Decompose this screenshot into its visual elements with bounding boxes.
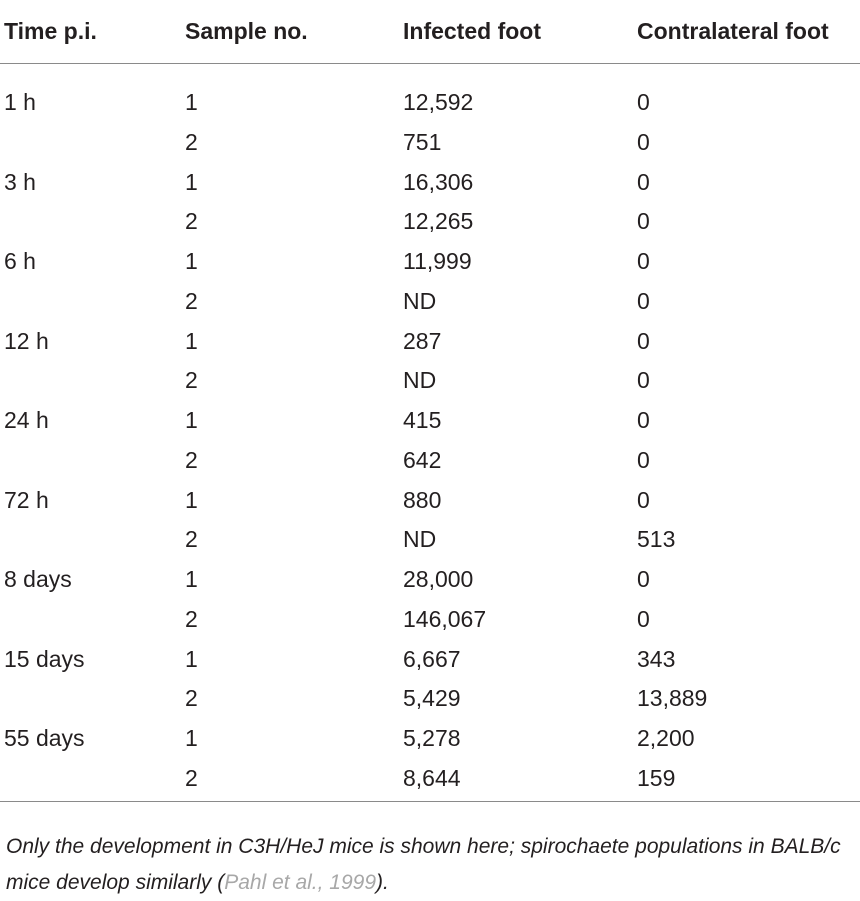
data-table: Time p.i. Sample no. Infected foot Contr… xyxy=(0,0,860,802)
cell-sample: 2 xyxy=(185,208,198,235)
table-row: 6 h 1 11,999 0 xyxy=(0,242,860,282)
caption-text-end: ). xyxy=(376,871,389,894)
cell-contralateral-foot: 0 xyxy=(637,367,650,394)
table-row: 2 5,429 13,889 xyxy=(0,679,860,719)
table-header: Time p.i. Sample no. Infected foot Contr… xyxy=(0,0,860,63)
cell-time: 15 days xyxy=(4,645,85,672)
table-row: 2 8,644 159 xyxy=(0,759,860,799)
cell-time: 55 days xyxy=(4,725,85,751)
cell-contralateral-foot: 159 xyxy=(637,764,676,791)
header-sample: Sample no. xyxy=(185,18,308,44)
cell-time: 8 days xyxy=(4,566,72,592)
cell-sample: 1 xyxy=(185,89,198,115)
cell-sample: 1 xyxy=(185,725,198,751)
header-contralateral-foot: Contralateral foot xyxy=(637,18,829,44)
cell-sample: 2 xyxy=(185,287,198,314)
cell-sample: 1 xyxy=(185,168,198,195)
cell-contralateral-foot: 0 xyxy=(637,89,650,115)
cell-infected-foot: 28,000 xyxy=(403,566,474,592)
table-row: 1 h 1 12,592 0 xyxy=(0,83,860,123)
table-row: 24 h 1 415 0 xyxy=(0,401,860,441)
cell-contralateral-foot: 0 xyxy=(637,128,650,155)
cell-infected-foot: 5,429 xyxy=(403,685,461,712)
table-row: 2 ND 0 xyxy=(0,282,860,322)
cell-sample: 2 xyxy=(185,367,198,394)
cell-infected-foot: 415 xyxy=(403,407,442,433)
cell-sample: 1 xyxy=(185,248,198,274)
cell-sample: 2 xyxy=(185,764,198,791)
cell-infected-foot: 880 xyxy=(403,486,442,513)
cell-infected-foot: 6,667 xyxy=(403,645,461,672)
table-row: 8 days 1 28,000 0 xyxy=(0,560,860,600)
table-row: 2 12,265 0 xyxy=(0,202,860,242)
header-divider xyxy=(0,63,860,64)
cell-sample: 1 xyxy=(185,566,198,592)
table-row: 12 h 1 287 0 xyxy=(0,322,860,362)
table-row: 2 ND 0 xyxy=(0,361,860,401)
cell-infected-foot: 12,265 xyxy=(403,208,474,235)
cell-contralateral-foot: 13,889 xyxy=(637,685,708,712)
caption-text: Only the development in C3H/HeJ mice is … xyxy=(6,835,841,894)
cell-contralateral-foot: 0 xyxy=(637,287,650,314)
cell-infected-foot: 146,067 xyxy=(403,605,487,632)
cell-sample: 2 xyxy=(185,526,198,553)
caption-citation-link[interactable]: Pahl et al., 1999 xyxy=(224,871,377,894)
cell-contralateral-foot: 0 xyxy=(637,168,650,195)
table-row: 2 751 0 xyxy=(0,123,860,163)
cell-infected-foot: 8,644 xyxy=(403,764,461,791)
cell-infected-foot: 12,592 xyxy=(403,89,474,115)
cell-time: 72 h xyxy=(4,486,49,513)
bottom-divider xyxy=(0,801,860,802)
cell-sample: 1 xyxy=(185,486,198,513)
cell-time: 6 h xyxy=(4,248,36,274)
table-row: 72 h 1 880 0 xyxy=(0,481,860,521)
cell-time: 12 h xyxy=(4,327,49,354)
cell-sample: 2 xyxy=(185,685,198,712)
cell-sample: 2 xyxy=(185,605,198,632)
cell-contralateral-foot: 513 xyxy=(637,526,676,553)
table-row: 2 642 0 xyxy=(0,441,860,481)
table-caption: Only the development in C3H/HeJ mice is … xyxy=(6,829,858,901)
cell-infected-foot: ND xyxy=(403,526,437,553)
table-row: 3 h 1 16,306 0 xyxy=(0,163,860,203)
table-row: 55 days 1 5,278 2,200 xyxy=(0,719,860,759)
cell-contralateral-foot: 0 xyxy=(637,566,650,592)
cell-infected-foot: 5,278 xyxy=(403,725,461,751)
table-row: 2 ND 513 xyxy=(0,520,860,560)
cell-infected-foot: 287 xyxy=(403,327,442,354)
table-row: 2 146,067 0 xyxy=(0,600,860,640)
cell-contralateral-foot: 0 xyxy=(637,486,650,513)
cell-time: 3 h xyxy=(4,168,36,195)
cell-contralateral-foot: 0 xyxy=(637,208,650,235)
cell-contralateral-foot: 0 xyxy=(637,605,650,632)
cell-time: 24 h xyxy=(4,407,49,433)
cell-infected-foot: 11,999 xyxy=(403,248,472,274)
cell-sample: 1 xyxy=(185,407,198,433)
cell-infected-foot: 16,306 xyxy=(403,168,474,195)
cell-time: 1 h xyxy=(4,89,36,115)
cell-contralateral-foot: 0 xyxy=(637,248,650,274)
cell-sample: 2 xyxy=(185,128,198,155)
cell-infected-foot: 751 xyxy=(403,128,442,155)
cell-contralateral-foot: 343 xyxy=(637,645,676,672)
cell-infected-foot: ND xyxy=(403,287,437,314)
cell-sample: 2 xyxy=(185,446,198,473)
cell-contralateral-foot: 0 xyxy=(637,327,650,354)
cell-contralateral-foot: 0 xyxy=(637,446,650,473)
cell-contralateral-foot: 2,200 xyxy=(637,725,695,751)
header-infected-foot: Infected foot xyxy=(403,18,541,44)
cell-sample: 1 xyxy=(185,645,198,672)
cell-contralateral-foot: 0 xyxy=(637,407,650,433)
cell-sample: 1 xyxy=(185,327,198,354)
cell-infected-foot: ND xyxy=(403,367,437,394)
header-time: Time p.i. xyxy=(4,18,97,44)
table-row: 15 days 1 6,667 343 xyxy=(0,640,860,680)
cell-infected-foot: 642 xyxy=(403,446,442,473)
